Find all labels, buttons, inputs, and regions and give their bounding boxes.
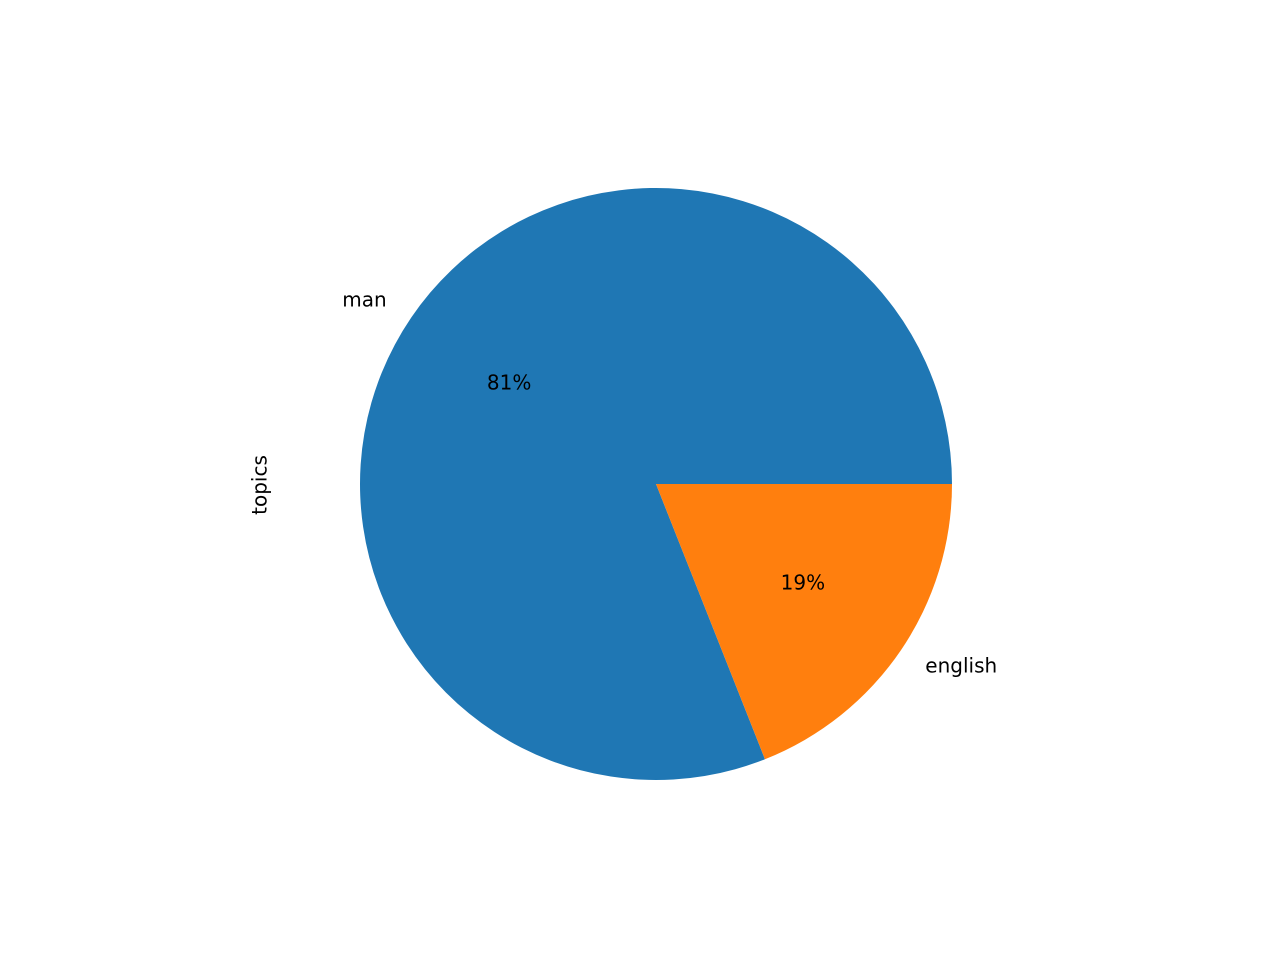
slice-label-english: english: [925, 654, 997, 678]
slice-label-man: man: [342, 287, 386, 311]
pct-label-man: 81%: [487, 371, 531, 395]
pct-label-english: 19%: [781, 570, 825, 594]
pie-slice-man: [359, 188, 952, 781]
pie-labels: man 81% english 19%: [342, 287, 997, 677]
pie-slice-english: [656, 484, 952, 760]
pie-slices: [359, 188, 952, 781]
y-axis-label: topics: [248, 455, 272, 515]
